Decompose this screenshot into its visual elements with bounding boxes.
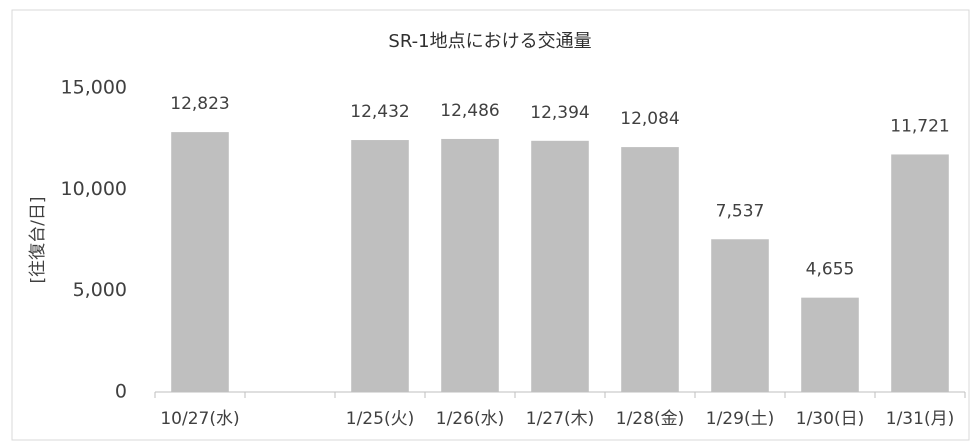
x-tick-label: 1/29(土) — [706, 409, 774, 429]
bar — [531, 140, 589, 392]
data-label: 12,394 — [530, 103, 589, 123]
data-label: 4,655 — [806, 260, 855, 280]
data-label: 12,084 — [620, 109, 679, 129]
bar — [801, 297, 859, 392]
x-tick-label: 10/27(水) — [160, 409, 239, 429]
x-tick-label: 1/28(金) — [616, 409, 684, 429]
y-tick-label: 15,000 — [61, 77, 127, 99]
bar — [171, 132, 229, 392]
data-label: 7,537 — [716, 201, 765, 221]
chart-title: SR-1地点における交通量 — [388, 31, 591, 52]
y-tick-label: 5,000 — [73, 279, 127, 301]
data-label: 12,432 — [350, 102, 409, 122]
bar — [441, 138, 499, 392]
x-tick-label: 1/26(水) — [436, 409, 504, 429]
y-axis-label: [往復台/日] — [28, 197, 48, 284]
data-label: 11,721 — [890, 116, 949, 136]
x-tick-label: 1/27(木) — [526, 409, 594, 429]
bar — [351, 140, 409, 392]
x-tick-label: 1/30(日) — [796, 409, 864, 429]
y-tick-label: 10,000 — [61, 178, 127, 200]
x-tick-label: 1/31(月) — [886, 409, 954, 429]
y-tick-label: 0 — [115, 381, 127, 403]
data-label: 12,823 — [170, 94, 229, 114]
bar — [891, 154, 949, 392]
x-tick-label: 1/25(火) — [346, 409, 414, 429]
bar — [621, 147, 679, 392]
bar — [711, 239, 769, 392]
data-label: 12,486 — [440, 101, 499, 121]
